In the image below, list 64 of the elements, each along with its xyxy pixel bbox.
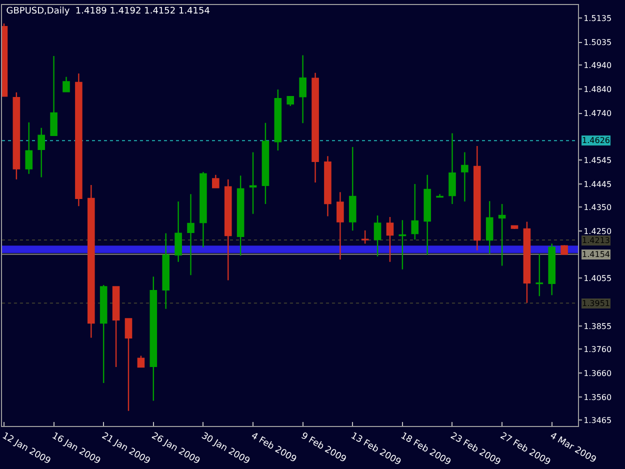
candlestick: [348, 146, 356, 232]
candlestick: [398, 219, 406, 270]
candlestick: [224, 178, 232, 281]
candlestick: [386, 216, 394, 263]
candlestick: [336, 192, 344, 260]
candlestick: [274, 88, 282, 152]
candlestick: [411, 183, 419, 240]
candlestick: [448, 132, 456, 205]
candlestick: [560, 244, 568, 256]
ref-line-label: 1.4213: [582, 236, 610, 245]
candlestick: [200, 171, 207, 248]
y-tick-label: 1.3560: [584, 392, 612, 402]
candlestick: [62, 76, 70, 92]
y-tick-label: 1.3855: [584, 322, 612, 331]
candlestick: [312, 72, 319, 184]
chart-title: GBPUSD,Daily 1.4189 1.4192 1.4152 1.4154: [6, 6, 210, 16]
candlestick: [12, 92, 20, 180]
y-tick-label: 1.4740: [584, 109, 612, 118]
y-tick-label: 1.4445: [584, 180, 612, 190]
candlestick: [473, 145, 481, 251]
y-tick-label: 1.3760: [584, 344, 612, 354]
candlestick: [286, 95, 294, 107]
candlestick: [299, 54, 306, 124]
y-tick-label: 1.5035: [584, 38, 612, 48]
candlestick: [25, 122, 33, 174]
y-tick-label: 1.4840: [584, 85, 612, 94]
candlestick: [548, 243, 556, 296]
candlestick: [124, 318, 132, 412]
candlestick: [510, 225, 518, 230]
candlestick: [536, 253, 544, 297]
candlestick: [88, 184, 95, 338]
candlestick: [498, 203, 506, 266]
candlestick: [162, 232, 170, 310]
candlestick: [150, 276, 158, 402]
y-tick-label: 1.4055: [584, 274, 612, 283]
candlestick: [324, 155, 332, 217]
y-tick-label: 1.4250: [584, 226, 612, 236]
candlestick: [38, 127, 45, 178]
candlestick: [523, 221, 531, 304]
y-tick-label: 1.5135: [584, 14, 612, 24]
candlestick: [75, 72, 82, 207]
y-tick-label: 1.4545: [584, 156, 612, 165]
candlestick: [461, 152, 468, 202]
candlestick: [424, 174, 431, 256]
ref-line-label: 1.3951: [582, 299, 610, 308]
y-tick-label: 1.4350: [584, 202, 612, 212]
candlestick: [112, 286, 120, 368]
candlestick: [137, 355, 145, 368]
candlestick: [174, 200, 182, 263]
candlestick: [212, 174, 220, 188]
y-tick-label: 1.4940: [584, 60, 612, 70]
candlestick: [486, 200, 494, 254]
ref-line-label: 1.4626: [582, 136, 610, 145]
candlestick: [187, 193, 194, 276]
candlestick: [361, 230, 369, 244]
candlestick: [249, 152, 257, 214]
candlestick: [262, 122, 270, 205]
y-tick-label: 1.3465: [584, 416, 612, 425]
ref-line-label: 1.4154: [582, 250, 610, 259]
candlestick: [236, 174, 244, 256]
candlestick: [374, 214, 382, 257]
y-tick-label: 1.3660: [584, 368, 612, 378]
candlestick: [100, 284, 108, 384]
candlestick: [50, 55, 58, 136]
